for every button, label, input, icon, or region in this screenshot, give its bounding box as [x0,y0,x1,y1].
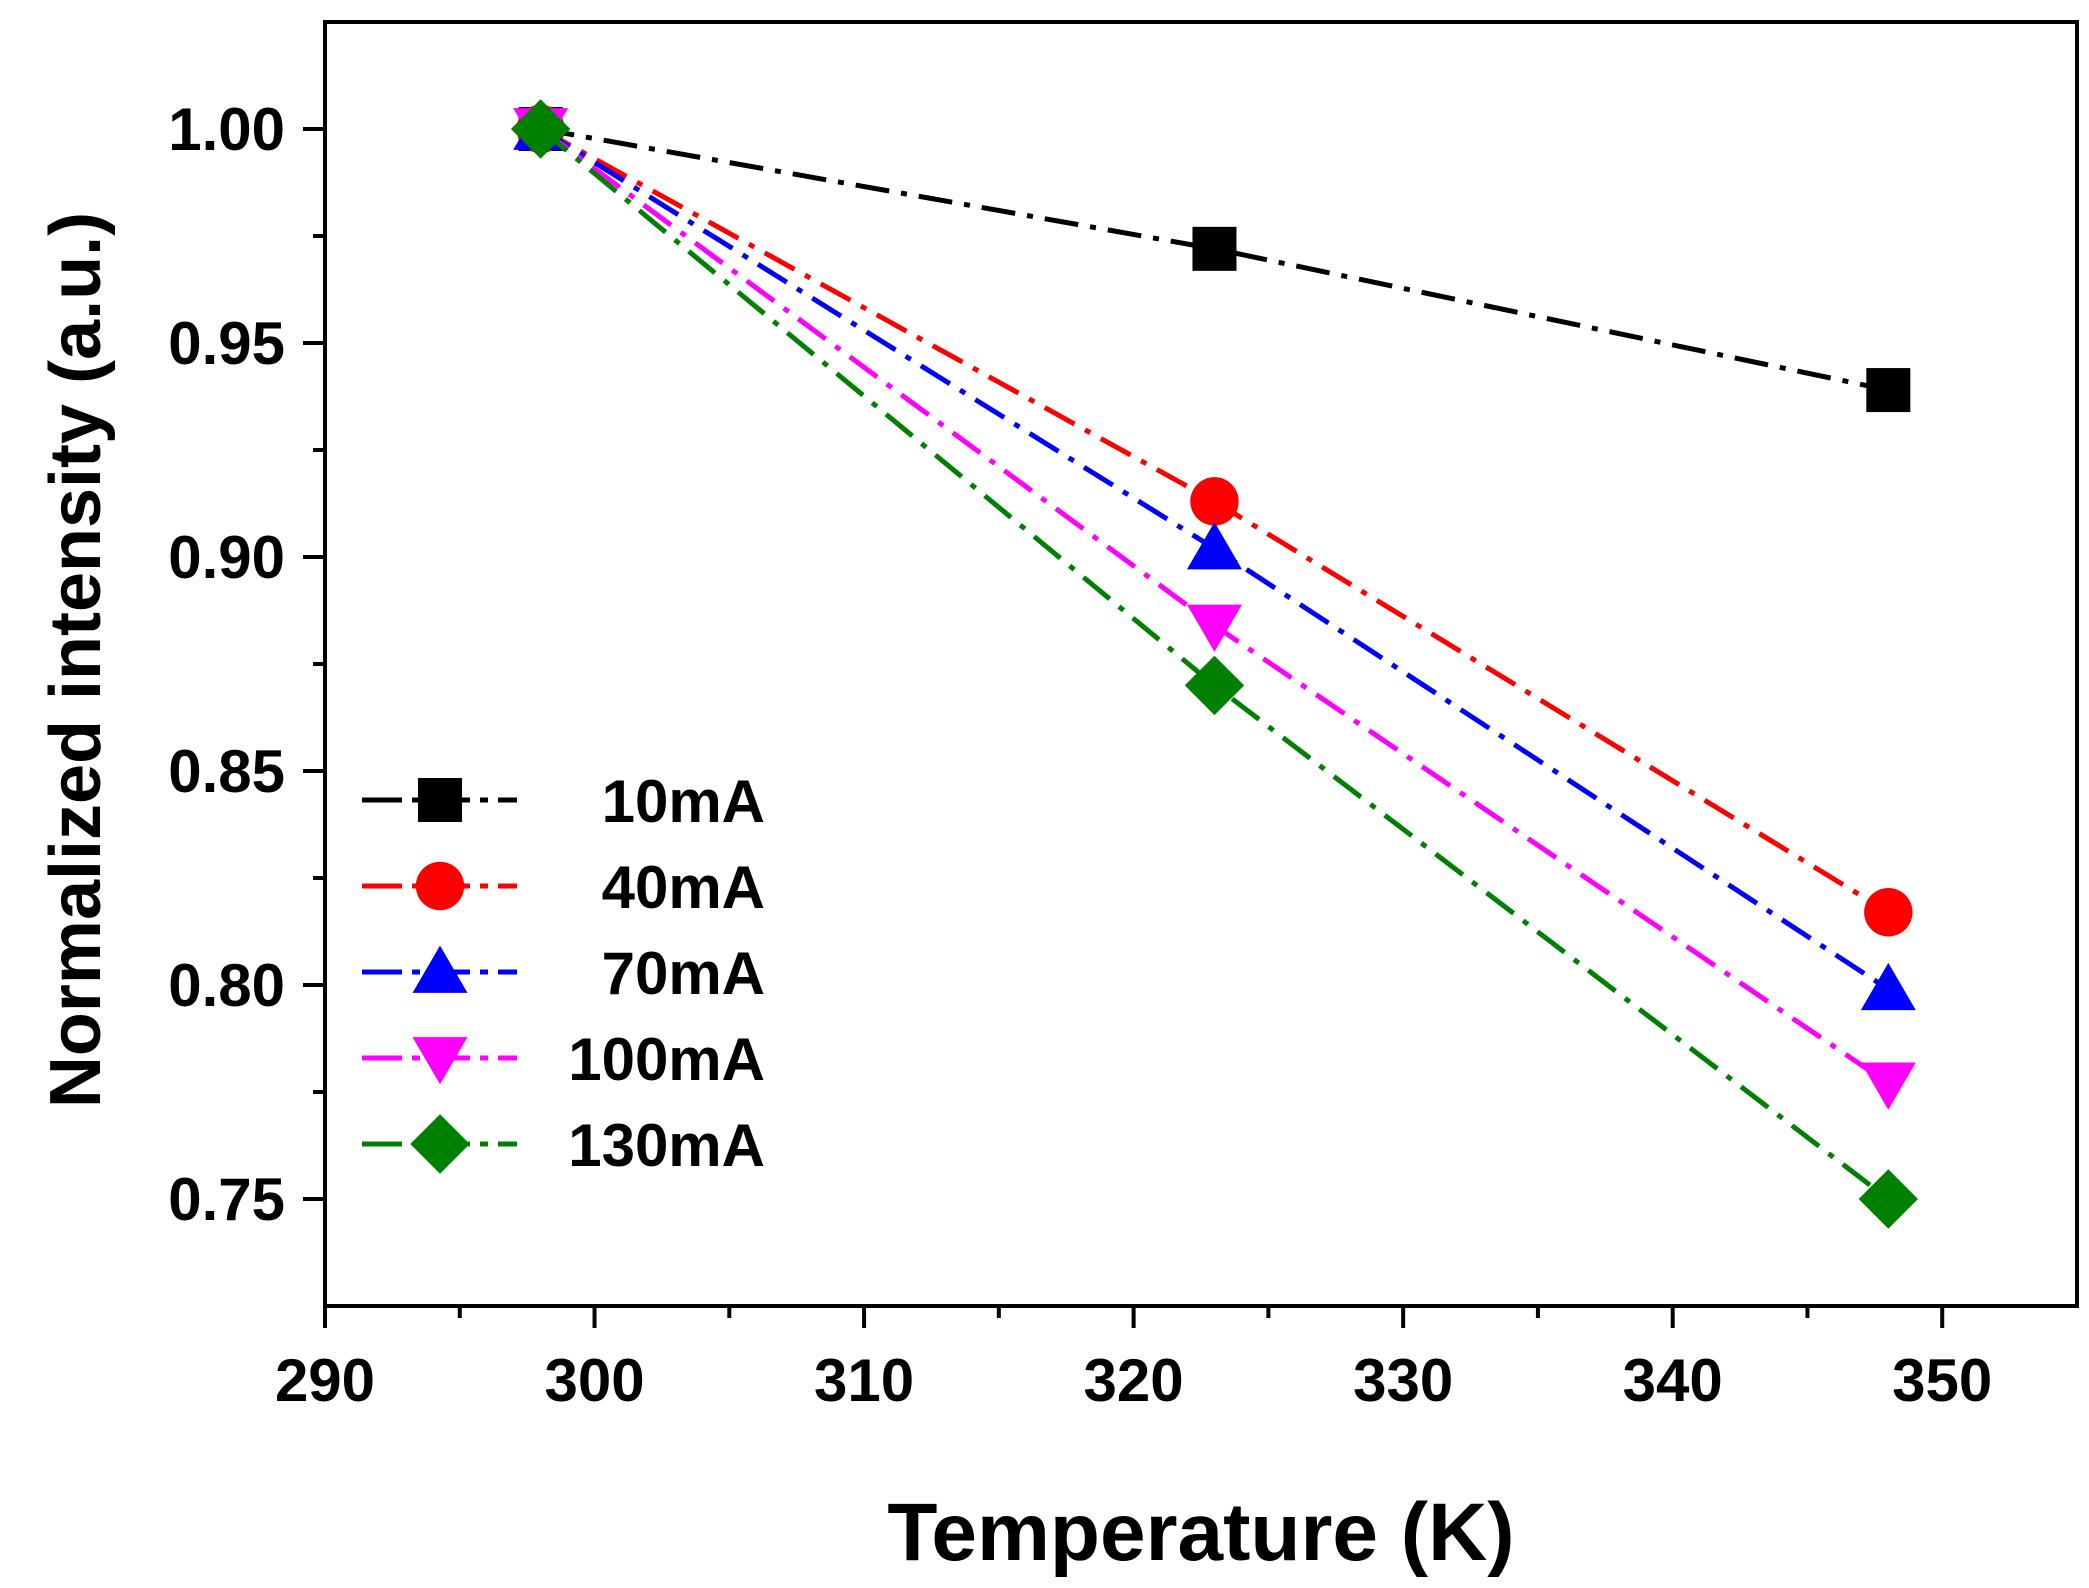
y-axis-ticks: 0.75 0.80 0.85 0.90 0.95 1.00 [168,96,325,1233]
y-tick-label: 1.00 [168,96,285,163]
x-axis-label: Temperature (K) [887,1487,1514,1578]
y-tick-label: 0.80 [168,952,285,1019]
legend-marker [415,861,465,911]
x-tick-label: 320 [1084,1347,1184,1414]
legend-label: 70mA [602,940,765,1007]
legend-marker [412,1037,468,1085]
data-point-70mA [1860,962,1916,1011]
x-axis-ticks: 290 300 310 320 330 340 350 [275,1306,1992,1414]
x-tick-label: 290 [275,1347,375,1414]
x-tick-label: 310 [814,1347,914,1414]
x-tick-label: 330 [1353,1347,1453,1414]
y-tick-label: 0.75 [168,1166,285,1233]
data-point-10mA [1192,226,1237,271]
legend-marker [418,778,462,822]
data-point-130mA [1184,655,1245,716]
series-130mA [510,99,1919,1229]
legend-item-70mA: 70mA [362,940,765,1007]
data-point-40mA [1190,477,1239,526]
data-point-10mA [1866,368,1911,413]
y-tick-label: 0.95 [168,310,285,377]
legend-label: 40mA [602,854,765,921]
x-tick-label: 350 [1892,1347,1992,1414]
series-layer [510,99,1919,1229]
legend-item-40mA: 40mA [362,854,765,921]
data-point-70mA [1186,522,1242,570]
y-tick-label: 0.90 [168,524,285,591]
x-tick-label: 300 [544,1347,644,1414]
data-point-40mA [1864,888,1913,937]
data-point-100mA [1860,1062,1916,1110]
series-10mA [518,107,1911,413]
series-line-130mA [539,127,1890,1201]
legend-marker [412,945,468,993]
legend-item-130mA: 130mA [362,1112,765,1179]
data-point-130mA [510,99,571,159]
y-axis-label: Normalized intensity (a.u.) [36,212,116,1108]
legend: 10mA 40mA 70mA 100mA 130mA [362,768,765,1179]
legend-label: 10mA [602,768,765,835]
x-tick-label: 340 [1623,1347,1723,1414]
legend-label: 100mA [568,1026,765,1093]
y-tick-label: 0.85 [168,738,285,805]
legend-label: 130mA [568,1112,765,1179]
legend-item-100mA: 100mA [362,1026,765,1093]
legend-item-10mA: 10mA [362,768,765,835]
legend-marker [410,1114,470,1174]
data-point-100mA [1186,604,1242,652]
data-point-130mA [1858,1169,1919,1229]
